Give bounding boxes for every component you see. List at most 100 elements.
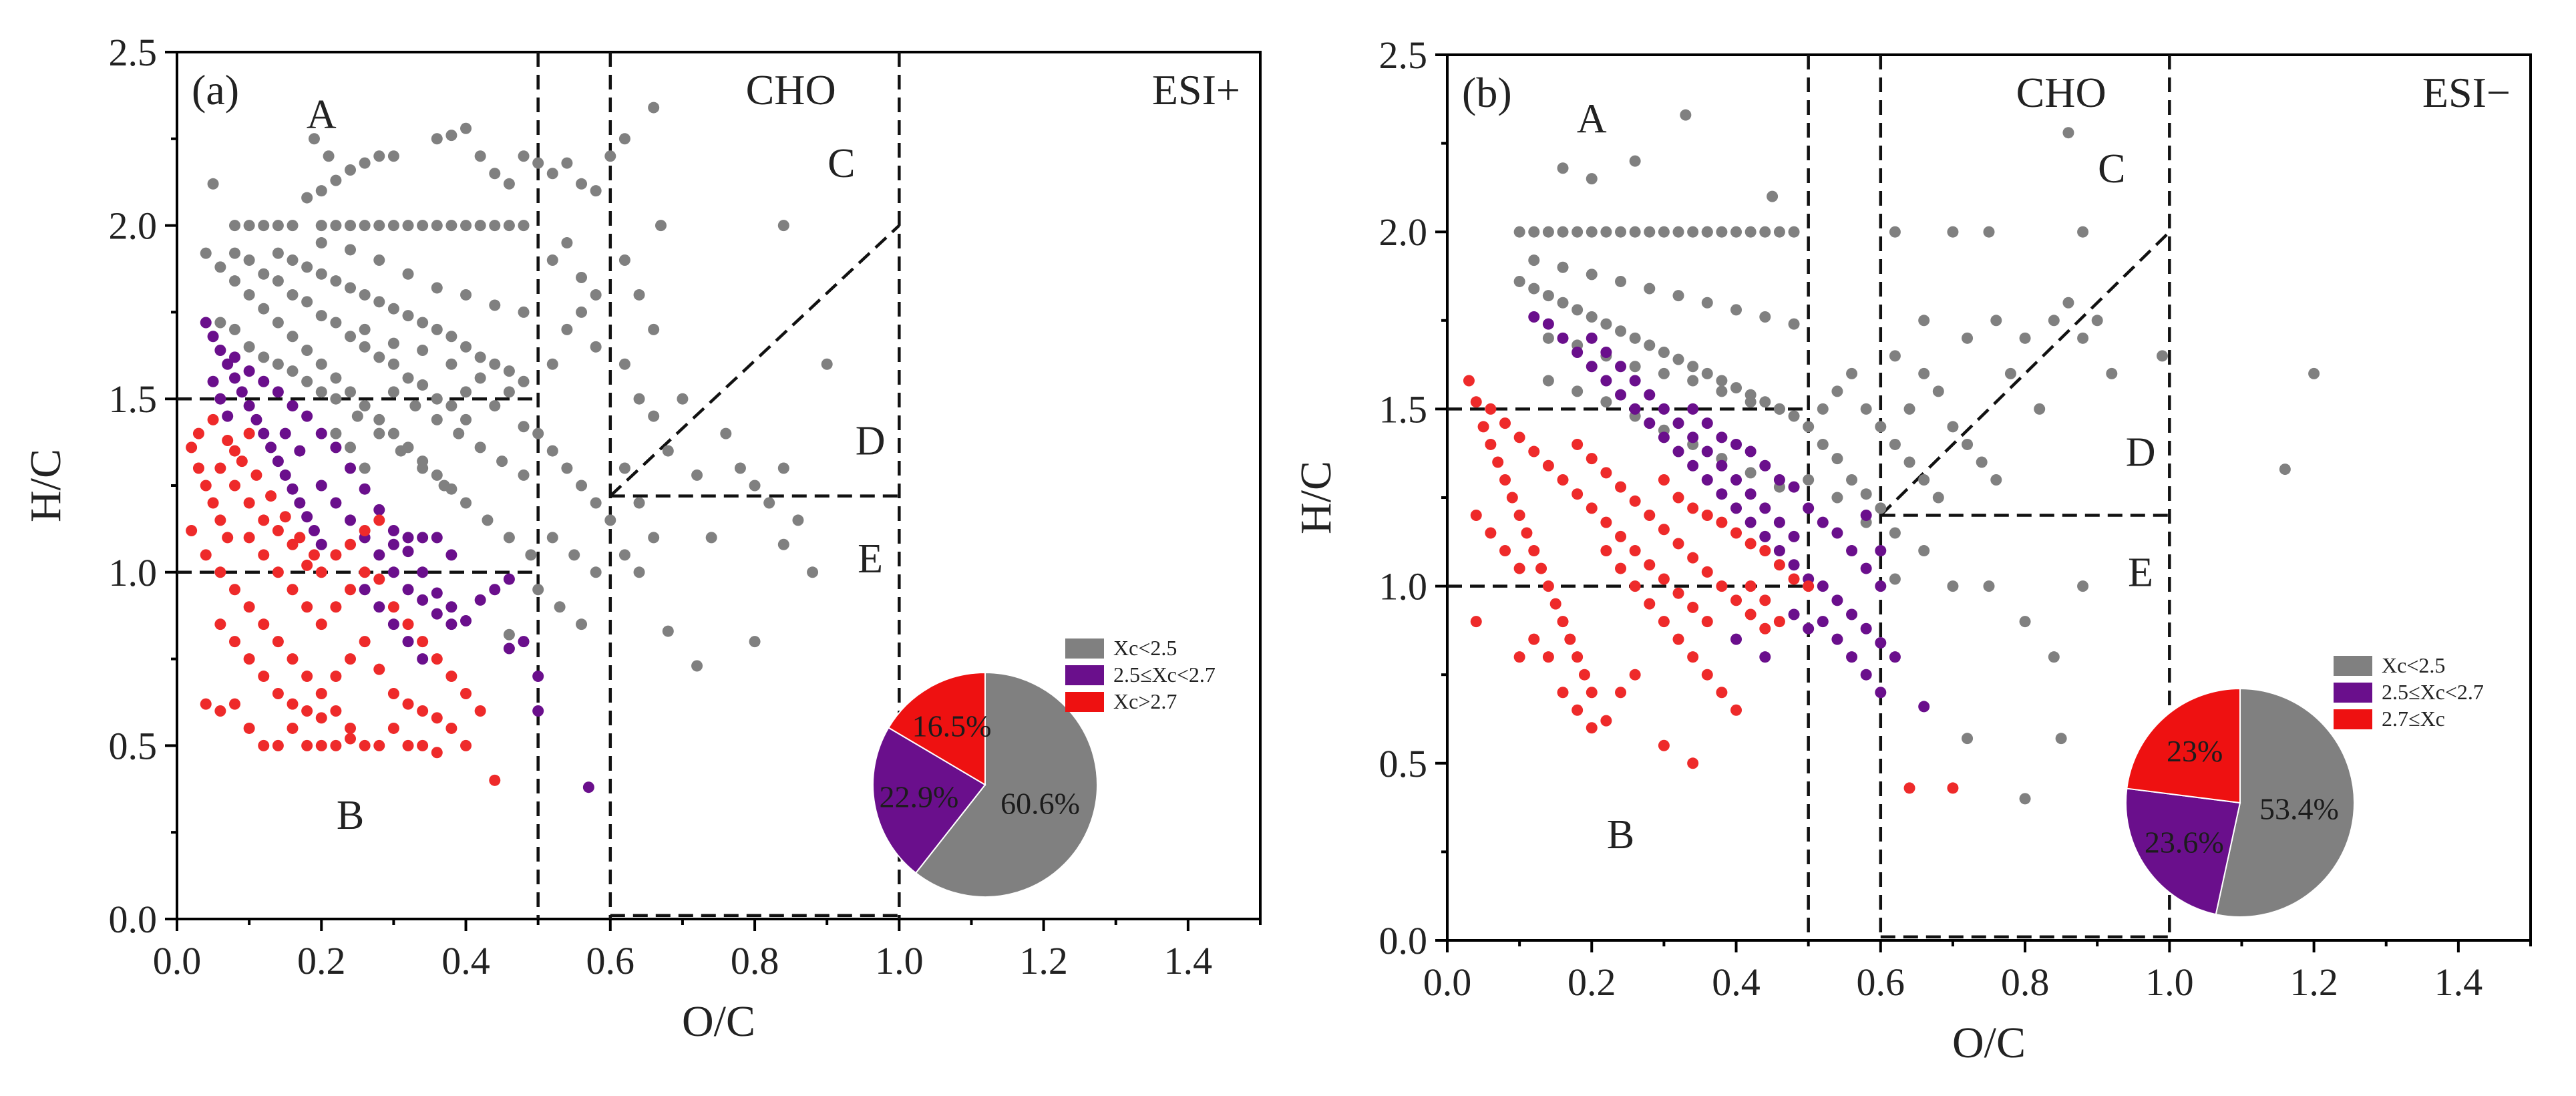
scatter-point (1644, 510, 1656, 522)
scatter-point (1817, 403, 1829, 415)
region-label-a: A (307, 92, 337, 138)
scatter-point (1860, 510, 1872, 522)
scatter-point (1759, 226, 1771, 238)
scatter-point (2019, 332, 2031, 344)
scatter-point (1600, 545, 1612, 557)
scatter-point (1658, 616, 1670, 628)
scatter-point (229, 584, 241, 596)
scatter-point (315, 739, 327, 751)
scatter-point (1557, 162, 1569, 174)
region-label-d: D (856, 418, 886, 464)
scatter-point (1889, 527, 1901, 539)
scatter-point (633, 393, 645, 405)
scatter-point (272, 636, 284, 648)
scatter-point (207, 413, 219, 425)
scatter-point (1831, 385, 1843, 397)
scatter-point (1485, 527, 1497, 539)
scatter-point (207, 497, 219, 509)
scatter-point (258, 303, 270, 315)
scatter-point (1542, 226, 1554, 238)
scatter-point (749, 636, 761, 648)
scatter-point (301, 192, 313, 204)
scatter-point (1889, 226, 1901, 238)
scatter-point (301, 375, 313, 387)
legend-label: 2.5≤Xc<2.7 (1113, 663, 1216, 687)
scatter-point (1586, 687, 1598, 699)
x-tick-label: 0.0 (153, 939, 202, 982)
y-tick-label: 0.0 (109, 898, 158, 941)
scatter-point (2004, 367, 2016, 379)
legend-label: Xc<2.5 (1113, 636, 1177, 660)
scatter-point (546, 445, 558, 457)
scatter-point (373, 663, 385, 675)
scatter-point (1846, 367, 1858, 379)
scatter-point (1846, 651, 1858, 663)
scatter-point (1716, 460, 1728, 472)
scatter-point (1846, 545, 1858, 557)
legend-swatch (2334, 656, 2372, 676)
scatter-point (1716, 516, 1728, 528)
scatter-point (431, 469, 443, 481)
scatter-point (272, 455, 284, 468)
scatter-point (214, 566, 226, 578)
scatter-point (1557, 226, 1569, 238)
scatter-point (330, 671, 342, 683)
scatter-point (1557, 616, 1569, 628)
scatter-point (359, 584, 371, 596)
scatter-point (618, 358, 630, 370)
pie-slice-label: 23.6% (2145, 825, 2224, 859)
scatter-point (243, 365, 255, 377)
scatter-point (1658, 403, 1670, 415)
scatter-point (1615, 226, 1627, 238)
region-label-a: A (1577, 97, 1607, 142)
y-axis-label: H/C (1292, 461, 1340, 534)
scatter-point (373, 549, 385, 561)
pie-slice (2126, 687, 2241, 804)
pie-slice (2215, 687, 2356, 918)
scatter-point (345, 220, 357, 232)
x-tick-label: 1.0 (2145, 960, 2194, 1004)
scatter-point (648, 532, 660, 544)
x-tick-label: 0.6 (1857, 960, 1905, 1004)
scatter-point (1615, 325, 1627, 337)
scatter-point (1629, 375, 1641, 387)
scatter-point (1528, 311, 1540, 323)
pie-slice-label: 60.6% (1000, 787, 1080, 821)
scatter-point (1644, 283, 1656, 295)
scatter-point (1572, 438, 1584, 450)
scatter-point (315, 220, 327, 232)
scatter-point (1701, 226, 1713, 238)
scatter-point (1759, 545, 1771, 557)
scatter-point (1528, 254, 1540, 266)
scatter-point (308, 524, 320, 536)
scatter-point (1701, 445, 1713, 458)
scatter-point (387, 150, 399, 162)
scatter-point (373, 254, 385, 266)
scatter-point (1687, 601, 1699, 613)
scatter-point (402, 220, 414, 232)
scatter-point (200, 317, 212, 329)
scatter-point (1672, 226, 1684, 238)
scatter-point (330, 441, 342, 453)
scatter-point (1600, 715, 1612, 727)
scatter-point (532, 705, 544, 717)
scatter-point (2055, 733, 2067, 745)
series-2 (186, 413, 501, 786)
scatter-point (287, 220, 299, 232)
scatter-point (315, 538, 327, 550)
scatter-point (734, 462, 746, 474)
scatter-point (1788, 559, 1800, 571)
scatter-point (489, 220, 501, 232)
scatter-point (250, 469, 262, 481)
scatter-point (1803, 421, 1815, 433)
legend-swatch (1065, 638, 1104, 659)
scatter-point (1701, 669, 1713, 681)
scatter-point (417, 220, 429, 232)
scatter-point (417, 594, 429, 606)
scatter-point (655, 220, 667, 232)
scatter-point (2019, 793, 2031, 805)
scatter-point (1687, 375, 1699, 387)
scatter-point (518, 636, 530, 648)
scatter-point (445, 130, 457, 142)
scatter-point (409, 400, 421, 412)
